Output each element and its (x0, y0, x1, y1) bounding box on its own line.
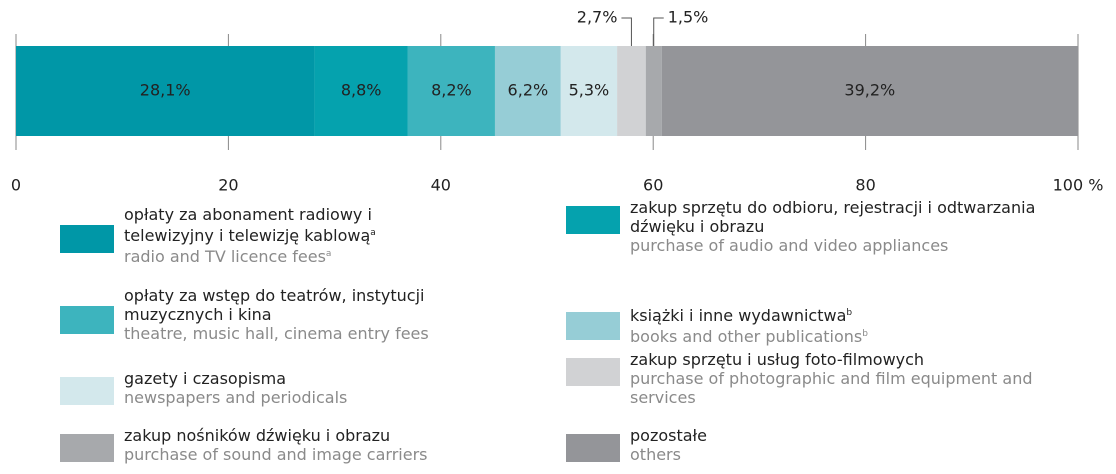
legend-label: purchase of audio and video appliances (630, 236, 1050, 255)
footnote-mark: a (370, 228, 376, 238)
footnote-mark: b (846, 308, 853, 318)
legend-label-text: gazety i czasopisma (124, 369, 287, 388)
legend-item: zakup sprzętu do odbioru, rejestracji i … (566, 198, 1050, 255)
legend-swatch (566, 206, 620, 234)
bar-segment (407, 46, 495, 136)
legend-label-text: theatre, music hall, cinema entry fees (124, 324, 429, 343)
legend-item: książki i inne wydawnictwab books and oth… (566, 304, 1050, 346)
legend-label-text: purchase of audio and video appliances (630, 236, 949, 255)
value-label: 39,2% (844, 81, 895, 100)
value-label: 1,5% (668, 8, 709, 27)
legend-label: książki i inne wydawnictwab (630, 304, 1050, 325)
footnote-mark: b (862, 329, 868, 339)
legend-label: zakup sprzętu i usług foto-filmowych (630, 350, 1070, 369)
legend-label: purchase of sound and image carriers (124, 445, 464, 464)
legend-label-text: books and other publications (630, 327, 863, 346)
legend-text: zakup nośników dźwięku i obrazu purchase … (124, 426, 464, 464)
footnote-mark: a (325, 249, 332, 259)
legend-label-text: newspapers and periodicals (124, 388, 348, 407)
x-tick-label: 0 (11, 176, 21, 195)
bar-segment (560, 46, 618, 136)
legend-text: opłaty za wstęp do teatrów, instytucji m… (124, 286, 464, 343)
legend-item: zakup nośników dźwięku i obrazu purchase … (60, 426, 464, 464)
bar-segment (314, 46, 408, 136)
leader-line (653, 17, 664, 46)
legend-label: gazety i czasopisma (124, 369, 464, 388)
legend-swatch (60, 225, 114, 253)
legend-text: zakup sprzętu i usług foto-filmowych purc… (630, 350, 1070, 407)
legend-text: gazety i czasopisma newspapers and period… (124, 369, 464, 407)
legend-label: purchase of photographic and film equipm… (630, 369, 1070, 407)
legend-label-text: zakup sprzętu do odbioru, rejestracji i … (630, 198, 1036, 236)
legend-text: opłaty za abonament radiowy i telewizyjn… (124, 205, 464, 266)
legend-swatch (60, 306, 114, 334)
legend-label-text: zakup sprzętu i usług foto-filmowych (630, 350, 925, 369)
legend-label: zakup sprzętu do odbioru, rejestracji i … (630, 198, 1050, 236)
legend-item: opłaty za abonament radiowy i telewizyjn… (60, 205, 464, 266)
x-tick-label: 100 % (1053, 176, 1104, 195)
legend-label: opłaty za wstęp do teatrów, instytucji m… (124, 286, 464, 324)
legend-text: pozostałe others (630, 426, 1050, 464)
legend-swatch (566, 434, 620, 462)
legend-label: pozostałe (630, 426, 1050, 445)
value-label: 8,8% (341, 81, 382, 100)
bar-segment (617, 46, 646, 136)
legend-swatch (566, 358, 620, 386)
value-label: 5,3% (569, 81, 610, 100)
legend-label: radio and TV licence feesa (124, 245, 464, 266)
legend-label-text: purchase of sound and image carriers (124, 445, 428, 464)
legend-label: newspapers and periodicals (124, 388, 464, 407)
legend-label: others (630, 445, 1050, 464)
bar-chart: 0 20 40 60 80 100 % 28,1% 8,8% 8,2% 6,2% 5,3% 2,7% 1… (11, 8, 1104, 195)
legend-swatch (60, 377, 114, 405)
legend-item: zakup sprzętu i usług foto-filmowych purc… (566, 350, 1070, 407)
legend-label: zakup nośników dźwięku i obrazu (124, 426, 464, 445)
legend-label-text: opłaty za wstęp do teatrów, instytucji m… (124, 286, 425, 324)
legend-label-text: książki i inne wydawnictwa (630, 306, 847, 325)
value-label: 6,2% (508, 81, 549, 100)
legend-label-text: purchase of photographic and film equipm… (630, 369, 1033, 407)
bar-segment (661, 46, 1078, 136)
x-tick-label: 40 (431, 176, 451, 195)
legend-label-text: radio and TV licence fees (124, 247, 326, 266)
legend-label: opłaty za abonament radiowy i telewizyjn… (124, 205, 464, 245)
legend-label: books and other publicationsb (630, 325, 1050, 346)
bar-segment (645, 46, 662, 136)
legend-item: gazety i czasopisma newspapers and period… (60, 369, 464, 407)
legend-label-text: pozostałe (630, 426, 707, 445)
legend-label-text: zakup nośników dźwięku i obrazu (124, 426, 391, 445)
legend-swatch (566, 312, 620, 340)
legend-label: theatre, music hall, cinema entry fees (124, 324, 464, 343)
legend-label-text: others (630, 445, 681, 464)
legend-text: książki i inne wydawnictwab books and oth… (630, 304, 1050, 346)
value-label: 28,1% (140, 81, 191, 100)
legend-item: pozostałe others (566, 426, 1050, 464)
leader-line (621, 17, 632, 46)
bar-segment (16, 46, 315, 136)
legend-label-text: opłaty za abonament radiowy i telewizyjn… (124, 205, 372, 245)
value-label: 8,2% (431, 81, 472, 100)
legend-item: opłaty za wstęp do teatrów, instytucji m… (60, 286, 464, 343)
legend-swatch (60, 434, 114, 462)
x-tick-label: 60 (643, 176, 663, 195)
bar-segment (494, 46, 561, 136)
value-label: 2,7% (577, 8, 618, 27)
x-tick-label: 20 (218, 176, 238, 195)
x-tick-label: 80 (855, 176, 875, 195)
legend-text: zakup sprzętu do odbioru, rejestracji i … (630, 198, 1050, 255)
